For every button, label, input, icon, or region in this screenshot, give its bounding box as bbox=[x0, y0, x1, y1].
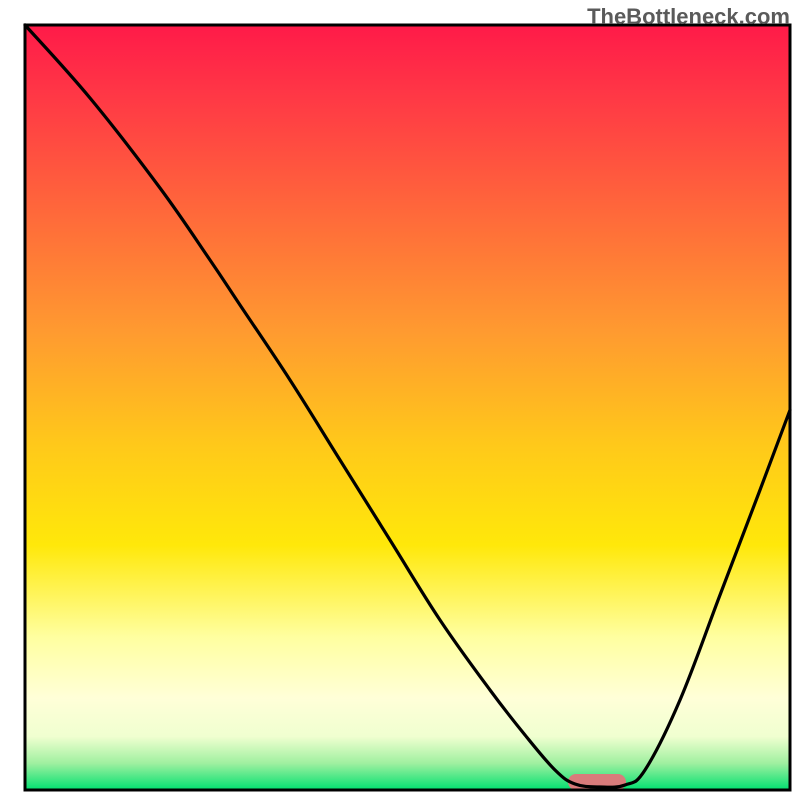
watermark-text: TheBottleneck.com bbox=[587, 4, 790, 30]
bottleneck-chart bbox=[0, 0, 800, 800]
chart-container: TheBottleneck.com bbox=[0, 0, 800, 800]
chart-background bbox=[25, 25, 790, 790]
